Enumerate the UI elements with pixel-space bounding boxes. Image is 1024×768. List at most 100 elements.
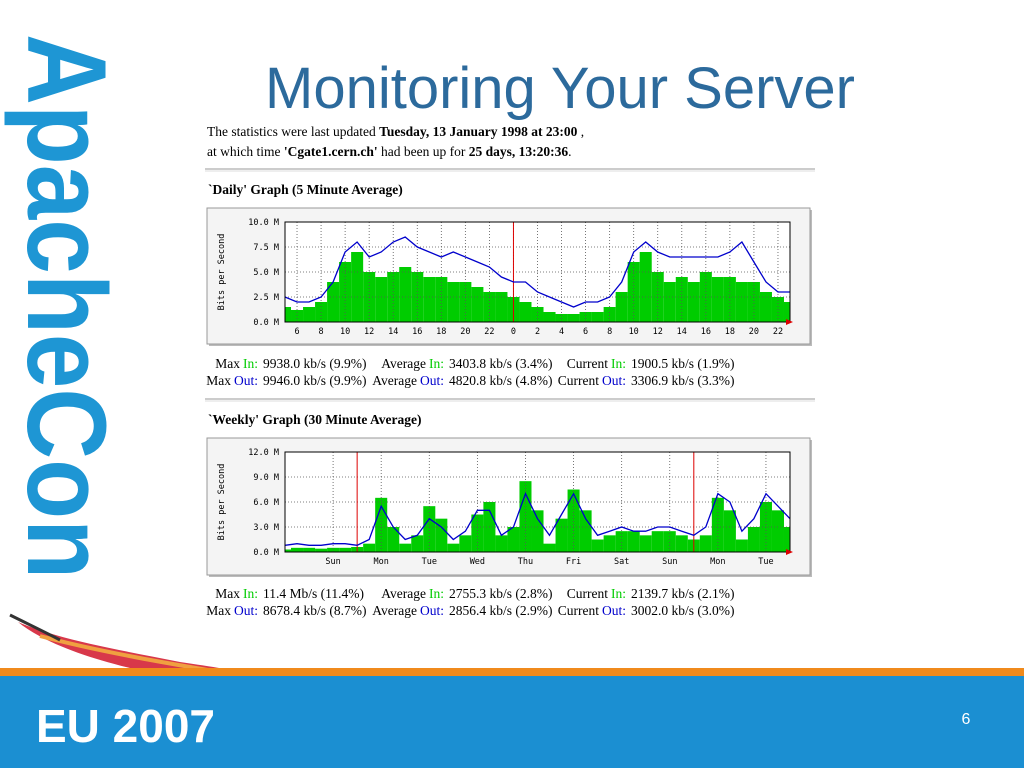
in-bar xyxy=(579,312,592,322)
x-tick-label: 14 xyxy=(677,327,687,337)
y-axis-label: Bits per Second xyxy=(217,234,227,311)
x-tick-label: 14 xyxy=(388,327,398,337)
header-text: had been up for xyxy=(381,144,466,159)
header-date: Tuesday, 13 January 1998 at 23:00 xyxy=(379,124,578,139)
in-bar xyxy=(735,539,748,552)
stat-direction: Out: xyxy=(234,373,258,388)
plot-border xyxy=(284,451,791,553)
x-tick-label: Wed xyxy=(470,557,485,567)
out-line xyxy=(284,236,790,308)
stat-label: Average Out: xyxy=(372,373,444,388)
x-tick-label: 18 xyxy=(436,327,446,337)
in-bar xyxy=(339,547,352,552)
in-bar xyxy=(399,267,412,322)
x-tick-label: 18 xyxy=(725,327,735,337)
y-tick-label: 12.0 M xyxy=(248,448,279,458)
x-tick-label: 10 xyxy=(629,327,639,337)
in-bar xyxy=(495,292,508,322)
in-bar xyxy=(675,277,688,322)
header-text: The statistics were last updated xyxy=(207,124,376,139)
in-bar xyxy=(651,531,664,552)
stat-value: 3306.9 kb/s (3.3%) xyxy=(631,373,735,388)
stat-kind: Max xyxy=(206,603,231,618)
x-tick-label: 6 xyxy=(583,327,588,337)
in-bar xyxy=(447,543,460,552)
in-bar xyxy=(375,277,388,322)
stat-value: 9946.0 kb/s (9.9%) xyxy=(263,373,367,388)
header-line: at which time 'Cgate1.cern.ch' had been … xyxy=(207,144,571,159)
header-text: at which time xyxy=(207,144,280,159)
stat-kind: Current xyxy=(567,586,608,601)
x-tick-label: Tue xyxy=(422,557,437,567)
axis-arrow xyxy=(786,549,793,555)
stat-label: Current In: xyxy=(567,586,626,601)
in-bar xyxy=(411,535,424,552)
stat-direction: Out: xyxy=(420,603,444,618)
header-line: The statistics were last updated Tuesday… xyxy=(207,124,584,139)
x-tick-label: Mon xyxy=(374,557,389,567)
stat-kind: Max xyxy=(206,373,231,388)
stat-value: 8678.4 kb/s (8.7%) xyxy=(263,603,367,618)
orange-stripe xyxy=(0,668,1024,676)
in-bar xyxy=(639,252,652,322)
stat-kind: Max xyxy=(215,356,240,371)
in-bar xyxy=(531,510,544,552)
footer-text: EU 2007 xyxy=(36,700,215,752)
stat-direction: In: xyxy=(243,356,258,371)
in-bar xyxy=(615,531,628,552)
y-tick-label: 10.0 M xyxy=(248,218,279,228)
x-tick-label: 20 xyxy=(460,327,470,337)
plot-border xyxy=(284,221,791,323)
stat-label: Max Out: xyxy=(206,603,258,618)
logo: ApacheCon xyxy=(4,34,129,579)
y-axis-label: Bits per Second xyxy=(217,464,227,541)
in-bar xyxy=(399,543,412,552)
in-bar xyxy=(351,252,364,322)
graph-title: `Daily' Graph (5 Minute Average) xyxy=(208,182,403,197)
in-bar xyxy=(735,282,748,322)
in-bar xyxy=(663,282,676,322)
x-tick-label: 8 xyxy=(607,327,612,337)
x-tick-label: 20 xyxy=(749,327,759,337)
in-bar xyxy=(459,535,472,552)
stat-direction: In: xyxy=(429,586,444,601)
y-tick-label: 3.0 M xyxy=(253,523,279,533)
x-tick-label: 16 xyxy=(701,327,711,337)
x-tick-label: Thu xyxy=(518,557,533,567)
stat-value: 9938.0 kb/s (9.9%) xyxy=(263,356,367,371)
x-tick-label: Sat xyxy=(614,557,629,567)
in-bar xyxy=(687,282,700,322)
in-bar xyxy=(423,277,436,322)
stat-value: 3002.0 kb/s (3.0%) xyxy=(631,603,735,618)
in-bar xyxy=(471,287,484,322)
stat-direction: In: xyxy=(611,586,626,601)
in-bar xyxy=(603,535,616,552)
y-tick-label: 5.0 M xyxy=(253,268,279,278)
in-bar xyxy=(285,307,292,322)
x-tick-label: Sun xyxy=(325,557,340,567)
stat-kind: Current xyxy=(558,373,599,388)
in-bar xyxy=(591,312,604,322)
in-bar xyxy=(579,510,592,552)
header-uptime: 25 days, 13:20:36 xyxy=(469,144,569,159)
in-bar xyxy=(555,518,568,552)
stat-value: 2139.7 kb/s (2.1%) xyxy=(631,586,735,601)
stat-label: Average In: xyxy=(381,586,444,601)
in-bar xyxy=(711,277,724,322)
x-tick-label: 22 xyxy=(773,327,783,337)
in-bar xyxy=(327,547,340,552)
stat-direction: In: xyxy=(243,586,258,601)
in-bar xyxy=(783,527,790,552)
y-tick-label: 0.0 M xyxy=(253,548,279,558)
stat-label: Current Out: xyxy=(558,373,626,388)
x-tick-label: 8 xyxy=(319,327,324,337)
stat-value: 11.4 Mb/s (11.4%) xyxy=(263,586,364,601)
stat-label: Average In: xyxy=(381,356,444,371)
x-tick-label: 2 xyxy=(535,327,540,337)
header-text: . xyxy=(568,144,571,159)
stat-value: 2755.3 kb/s (2.8%) xyxy=(449,586,553,601)
x-tick-label: 6 xyxy=(294,327,299,337)
graph-title: `Weekly' Graph (30 Minute Average) xyxy=(208,412,421,427)
stat-kind: Max xyxy=(215,586,240,601)
